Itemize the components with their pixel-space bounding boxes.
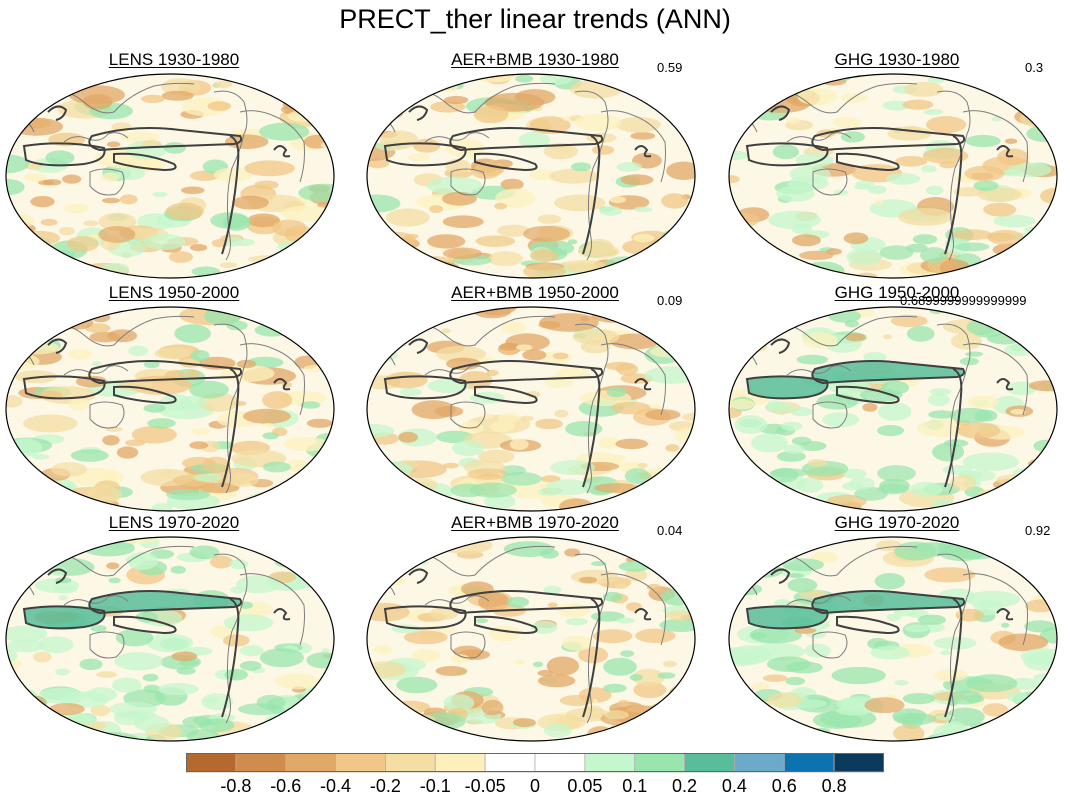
panel-title: GHG 1930-1980 bbox=[834, 50, 960, 69]
panel-title: LENS 1930-1980 bbox=[108, 50, 240, 69]
colorbar-tick-label: 0.05 bbox=[567, 776, 603, 796]
robinson-map bbox=[728, 306, 1058, 512]
panel-title: LENS 1950-2000 bbox=[108, 283, 240, 302]
panel-title: AER+BMB 1970-2020 bbox=[451, 513, 619, 532]
correlation-value: 0.3 bbox=[1025, 60, 1044, 75]
robinson-map bbox=[5, 536, 335, 742]
colorbar-box bbox=[584, 753, 636, 773]
colorbar-box bbox=[734, 753, 785, 773]
panel-title: GHG 1970-2020 bbox=[834, 513, 960, 532]
colorbar bbox=[186, 753, 884, 773]
map-panel: GHG 1970-2020 0.92 bbox=[727, 513, 1067, 745]
colorbar-box bbox=[285, 753, 336, 773]
robinson-map bbox=[366, 306, 696, 512]
colorbar-tick-label: -0.1 bbox=[419, 776, 451, 796]
map-panel: GHG 1950-2000 0.6899999999999999 bbox=[727, 283, 1067, 515]
panel-title: LENS 1970-2020 bbox=[108, 513, 240, 532]
correlation-value: 0.09 bbox=[657, 293, 683, 308]
figure-title: PRECT_ther linear trends (ANN) bbox=[339, 4, 731, 34]
robinson-map bbox=[5, 73, 335, 279]
colorbar-box bbox=[484, 753, 536, 773]
robinson-map bbox=[728, 73, 1058, 279]
correlation-value: 0.59 bbox=[657, 60, 683, 75]
robinson-map bbox=[728, 536, 1058, 742]
colorbar-tick-label: 0.6 bbox=[771, 776, 797, 796]
colorbar-tick-label: -0.6 bbox=[270, 776, 302, 796]
map-panel: LENS 1950-2000 bbox=[4, 283, 344, 515]
panel-title: GHG 1950-2000 bbox=[834, 283, 960, 302]
colorbar-box bbox=[186, 753, 237, 773]
colorbar-box bbox=[385, 753, 436, 773]
correlation-value: 0.92 bbox=[1025, 523, 1051, 538]
colorbar-box bbox=[783, 753, 835, 773]
colorbar-tick-label: 0.4 bbox=[721, 776, 747, 796]
colorbar-box bbox=[634, 753, 685, 773]
colorbar-tick-label: 0 bbox=[529, 776, 541, 796]
colorbar-tick-label: 0.1 bbox=[622, 776, 648, 796]
robinson-map bbox=[5, 306, 335, 512]
robinson-map bbox=[366, 536, 696, 742]
panel-title: AER+BMB 1930-1980 bbox=[451, 50, 619, 69]
map-panel: GHG 1930-1980 0.3 bbox=[727, 50, 1067, 282]
colorbar-box bbox=[235, 753, 287, 773]
colorbar-box bbox=[684, 753, 735, 773]
correlation-value: 0.04 bbox=[657, 523, 683, 538]
colorbar-box bbox=[534, 753, 586, 773]
colorbar-tick-label: -0.4 bbox=[320, 776, 352, 796]
colorbar-tick-label: -0.05 bbox=[464, 776, 506, 796]
panel-title: AER+BMB 1950-2000 bbox=[451, 283, 619, 302]
map-panel: AER+BMB 1950-2000 0.09 bbox=[365, 283, 705, 515]
map-panel: LENS 1970-2020 bbox=[4, 513, 344, 745]
map-panel: AER+BMB 1930-1980 0.59 bbox=[365, 50, 705, 282]
correlation-value: 0.6899999999999999 bbox=[900, 293, 1027, 308]
colorbar-box bbox=[434, 753, 486, 773]
map-panel: AER+BMB 1970-2020 0.04 bbox=[365, 513, 705, 745]
colorbar-tick-label: 0.8 bbox=[821, 776, 847, 796]
colorbar-tick-label: 0.2 bbox=[672, 776, 698, 796]
colorbar-tick-label: -0.2 bbox=[369, 776, 401, 796]
colorbar-tick-label: -0.8 bbox=[220, 776, 252, 796]
colorbar-box bbox=[335, 753, 386, 773]
map-panel: LENS 1930-1980 bbox=[4, 50, 344, 282]
colorbar-box bbox=[833, 753, 884, 773]
robinson-map bbox=[366, 73, 696, 279]
